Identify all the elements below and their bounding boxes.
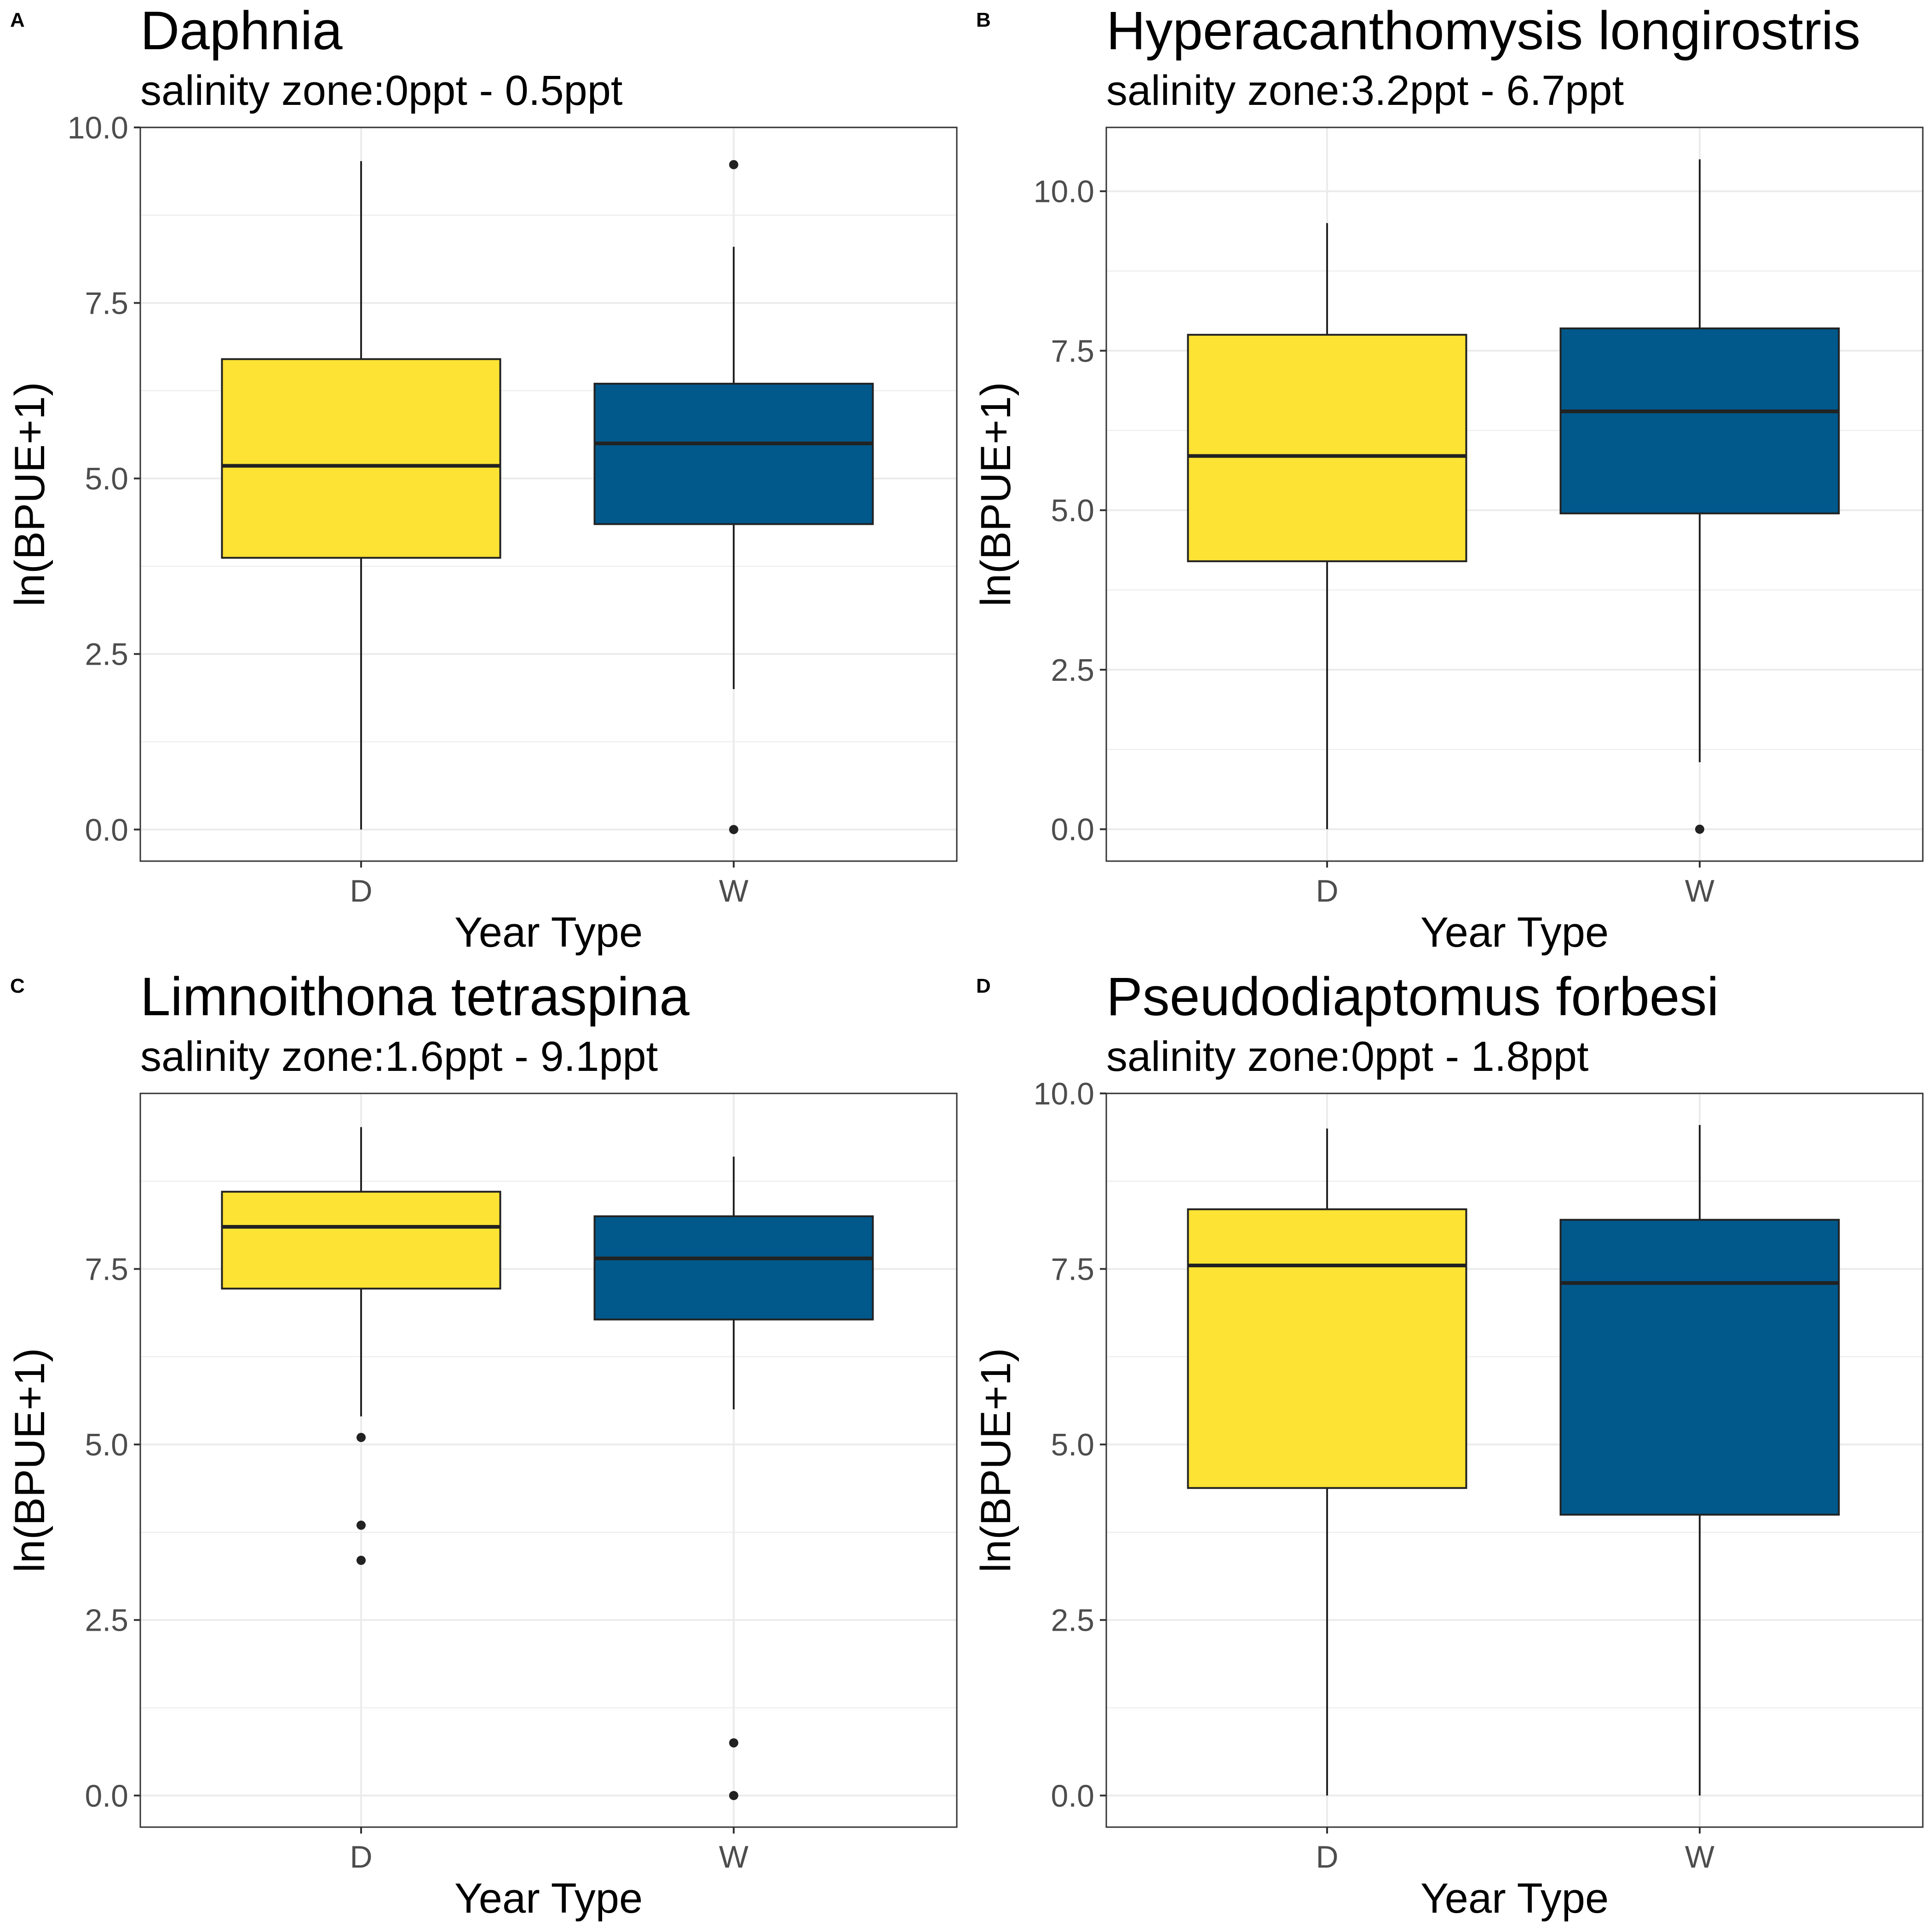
panel-title: Pseudodiaptomus forbesi <box>1106 966 1719 1027</box>
box-body <box>1187 334 1467 563</box>
y-tick-label: 0.0 <box>1051 812 1094 847</box>
y-axis-title: ln(BPUE+1) <box>972 382 1019 606</box>
box-body <box>593 383 874 525</box>
y-tick-label: 0.0 <box>85 812 128 847</box>
y-tick-label: 7.5 <box>85 1252 128 1287</box>
x-tick-label: D <box>350 874 372 908</box>
panel-subtitle: salinity zone:0ppt - 0.5ppt <box>140 67 622 114</box>
box-d <box>1187 1128 1467 1796</box>
outlier-point <box>729 1791 738 1800</box>
y-tick-label: 7.5 <box>85 286 128 321</box>
y-tick-label: 7.5 <box>1051 1252 1094 1287</box>
y-tick-label: 5.0 <box>1051 1427 1094 1462</box>
panel-tag: D <box>976 975 991 997</box>
panel-subtitle: salinity zone:3.2ppt - 6.7ppt <box>1106 67 1624 114</box>
panel-tag: C <box>10 975 25 997</box>
x-tick-label: W <box>1685 1840 1714 1874</box>
x-tick-label: D <box>350 1840 372 1874</box>
outlier-point <box>356 1520 366 1530</box>
y-tick-label: 0.0 <box>85 1778 128 1813</box>
outlier-point <box>729 825 738 834</box>
box-body <box>221 358 501 559</box>
y-axis-title: ln(BPUE+1) <box>6 1348 53 1572</box>
y-tick-label: 10.0 <box>1034 174 1094 209</box>
y-tick-label: 7.5 <box>1051 334 1094 368</box>
panel-border <box>139 126 958 862</box>
panel-subtitle: salinity zone:1.6ppt - 9.1ppt <box>140 1033 658 1080</box>
y-tick-label: 5.0 <box>85 1427 128 1462</box>
outlier-point <box>729 1738 738 1748</box>
panel-c: 0.0 2.5 5.0 7.5 D W Year Type ln(BPUE+1) C Limnoi… <box>6 966 958 1922</box>
box-body <box>593 1215 874 1321</box>
box-w <box>1559 159 1840 834</box>
x-tick-label: W <box>719 874 748 908</box>
y-tick-label: 5.0 <box>85 461 128 496</box>
x-tick-label: D <box>1316 1840 1338 1874</box>
y-tick-label: 2.5 <box>1051 653 1094 688</box>
y-tick-label: 0.0 <box>1051 1778 1094 1813</box>
x-axis-title: Year Type <box>454 909 643 956</box>
panel-border <box>139 1092 958 1828</box>
x-tick-label: W <box>1685 874 1714 908</box>
box-d <box>221 161 501 830</box>
box-w <box>1559 1125 1840 1796</box>
box-w <box>593 1156 874 1800</box>
x-tick-label: D <box>1316 874 1338 908</box>
outlier-point <box>1695 824 1704 834</box>
box-w <box>593 160 874 834</box>
y-axis-title: ln(BPUE+1) <box>6 382 53 606</box>
box-d <box>221 1127 501 1565</box>
y-tick-label: 2.5 <box>85 637 128 672</box>
panel-title: Limnoithona tetraspina <box>140 966 690 1027</box>
panel-title: Hyperacanthomysis longirostris <box>1106 0 1861 61</box>
outlier-point <box>356 1432 366 1442</box>
panel-tag: B <box>976 9 991 31</box>
x-axis-title: Year Type <box>1420 1875 1609 1922</box>
y-axis-title: ln(BPUE+1) <box>972 1348 1019 1572</box>
box-body <box>1559 327 1840 515</box>
x-axis-title: Year Type <box>1420 909 1609 956</box>
panel-a: 0.0 2.5 5.0 7.5 10.0 D W Year Type ln(BPUE+1) A Da… <box>6 0 958 956</box>
outlier-point <box>729 160 738 169</box>
x-tick-label: W <box>719 1840 748 1874</box>
y-tick-label: 2.5 <box>85 1603 128 1638</box>
panel-border <box>1105 126 1924 862</box>
box-body <box>1187 1208 1467 1489</box>
y-tick-label: 10.0 <box>68 110 128 145</box>
box-body <box>221 1190 501 1290</box>
panel-subtitle: salinity zone:0ppt - 1.8ppt <box>1106 1033 1588 1080</box>
panel-tag: A <box>10 9 25 31</box>
box-d <box>1187 223 1467 829</box>
box-body <box>1559 1219 1840 1516</box>
x-axis-title: Year Type <box>454 1875 643 1922</box>
y-tick-label: 10.0 <box>1034 1076 1094 1111</box>
outlier-point <box>356 1556 366 1565</box>
panel-border <box>1105 1092 1924 1828</box>
panel-title: Daphnia <box>140 0 343 61</box>
y-tick-label: 5.0 <box>1051 493 1094 528</box>
panel-b: 0.0 2.5 5.0 7.5 10.0 D W Year Type ln(BPUE+1) B Hy… <box>972 0 1924 956</box>
panel-d: 0.0 2.5 5.0 7.5 10.0 D W Year Type ln(BPUE+1) D Ps… <box>972 966 1924 1922</box>
y-tick-label: 2.5 <box>1051 1603 1094 1638</box>
